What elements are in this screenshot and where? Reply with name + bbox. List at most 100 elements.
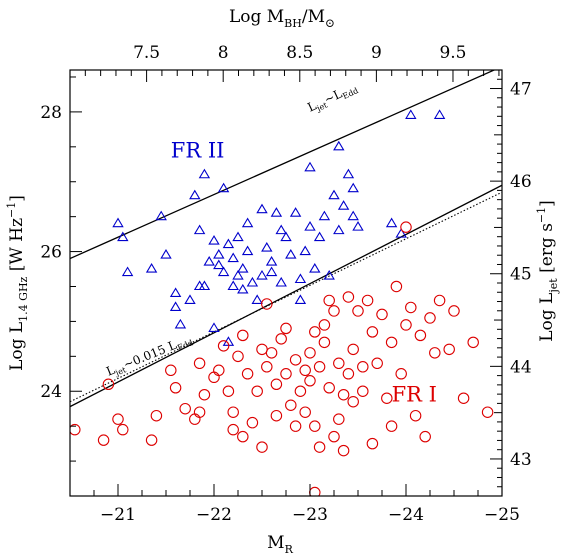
data-point-circle bbox=[299, 364, 311, 377]
data-point-triangle bbox=[299, 245, 311, 256]
data-point-circle bbox=[357, 361, 369, 373]
data-point-triangle bbox=[193, 280, 206, 291]
data-point-circle bbox=[261, 298, 273, 310]
data-point-triangle bbox=[189, 189, 201, 200]
data-point-circle bbox=[70, 423, 81, 436]
data-point-circle bbox=[419, 430, 431, 443]
data-point-circle bbox=[390, 280, 403, 293]
data-point-circle bbox=[275, 333, 287, 345]
data-point-triangle bbox=[304, 221, 316, 231]
data-point-circle bbox=[304, 347, 316, 359]
series-fr-i bbox=[70, 221, 494, 496]
data-point-circle bbox=[313, 441, 326, 453]
data-point-circle bbox=[400, 319, 412, 331]
data-point-circle bbox=[371, 357, 383, 370]
region-label-fr-i: FR I bbox=[392, 383, 437, 407]
y-axis-label: Log L1.4 GHz [W Hz−1] bbox=[5, 195, 30, 371]
data-point-circle bbox=[323, 294, 335, 307]
data-point-triangle bbox=[174, 318, 187, 329]
data-point-circle bbox=[309, 326, 321, 338]
data-point-circle bbox=[165, 364, 177, 377]
data-point-triangle bbox=[246, 276, 259, 287]
data-point-circle bbox=[227, 423, 239, 436]
y-tick-label: 28 bbox=[40, 103, 62, 123]
data-point-circle bbox=[189, 413, 201, 425]
data-point-triangle bbox=[112, 217, 124, 228]
data-point-triangle bbox=[169, 301, 182, 311]
data-point-triangle bbox=[232, 231, 244, 242]
data-point-triangle bbox=[227, 252, 239, 263]
data-point-circle bbox=[179, 402, 191, 415]
data-point-circle bbox=[112, 413, 124, 425]
data-point-circle bbox=[217, 340, 230, 352]
data-point-circle bbox=[433, 294, 446, 307]
annotation-ljet-0015-label: Ljet~0.015 LEdd bbox=[104, 332, 194, 381]
x-tick-label: −23 bbox=[292, 505, 328, 525]
right-tick-label: 47 bbox=[510, 80, 532, 100]
data-point-triangle bbox=[193, 224, 206, 235]
top-tick-label: 8.5 bbox=[286, 43, 313, 63]
data-point-circle bbox=[102, 378, 115, 391]
data-point-circle bbox=[117, 423, 129, 436]
data-point-triangle bbox=[304, 161, 316, 172]
line-ljet_0015_ledd bbox=[70, 184, 502, 408]
data-point-triangle bbox=[222, 238, 235, 249]
data-point-circle bbox=[299, 406, 311, 418]
data-point-triangle bbox=[217, 182, 230, 193]
data-point-circle bbox=[222, 385, 235, 397]
data-point-circle bbox=[361, 294, 374, 307]
x-tick-label: −21 bbox=[100, 505, 136, 525]
y-tick-label: 24 bbox=[40, 382, 62, 402]
data-point-circle bbox=[304, 375, 316, 387]
data-point-triangle bbox=[145, 262, 158, 273]
data-point-circle bbox=[328, 430, 340, 443]
region-label-fr-ii: FR II bbox=[171, 138, 225, 162]
data-point-circle bbox=[261, 361, 273, 373]
data-point-triangle bbox=[169, 287, 182, 298]
data-point-circle bbox=[313, 361, 326, 373]
data-point-triangle bbox=[232, 269, 244, 280]
data-point-triangle bbox=[347, 210, 359, 221]
data-point-circle bbox=[265, 347, 278, 359]
data-point-circle bbox=[318, 336, 331, 349]
data-point-circle bbox=[342, 368, 355, 380]
data-point-triangle bbox=[198, 168, 211, 179]
data-point-circle bbox=[280, 368, 292, 380]
data-point-circle bbox=[289, 354, 302, 366]
data-point-triangle bbox=[347, 182, 359, 193]
data-point-circle bbox=[457, 392, 470, 404]
data-point-triangle bbox=[237, 262, 249, 273]
data-point-circle bbox=[97, 434, 110, 446]
data-point-triangle bbox=[198, 280, 211, 291]
data-point-triangle bbox=[256, 203, 268, 214]
data-point-triangle bbox=[203, 255, 215, 266]
data-point-circle bbox=[270, 378, 283, 391]
data-point-triangle bbox=[352, 221, 364, 231]
data-point-circle bbox=[169, 382, 182, 394]
data-point-circle bbox=[337, 444, 350, 457]
right-axis-label: Log Ljet [erg s−1] bbox=[535, 200, 560, 342]
data-point-triangle bbox=[241, 245, 254, 256]
right-tick-label: 45 bbox=[510, 265, 532, 285]
data-point-triangle bbox=[160, 248, 172, 259]
data-point-circle bbox=[323, 382, 335, 394]
data-point-circle bbox=[256, 343, 268, 356]
data-point-triangle bbox=[342, 168, 355, 179]
data-point-circle bbox=[270, 409, 283, 422]
x-tick-label: −22 bbox=[196, 505, 232, 525]
data-point-circle bbox=[366, 326, 379, 338]
data-point-circle bbox=[256, 441, 268, 453]
data-point-circle bbox=[366, 437, 379, 450]
data-point-circle bbox=[424, 312, 436, 324]
right-tick-label: 46 bbox=[510, 172, 532, 192]
data-point-triangle bbox=[385, 217, 398, 228]
data-point-circle bbox=[481, 406, 494, 418]
x-tick-label: −25 bbox=[484, 505, 520, 525]
data-point-triangle bbox=[405, 109, 417, 119]
data-point-triangle bbox=[337, 200, 350, 210]
data-point-circle bbox=[443, 343, 455, 356]
data-point-triangle bbox=[275, 224, 287, 235]
plot-area bbox=[70, 70, 502, 496]
data-point-triangle bbox=[323, 269, 335, 280]
data-point-circle bbox=[333, 413, 345, 425]
